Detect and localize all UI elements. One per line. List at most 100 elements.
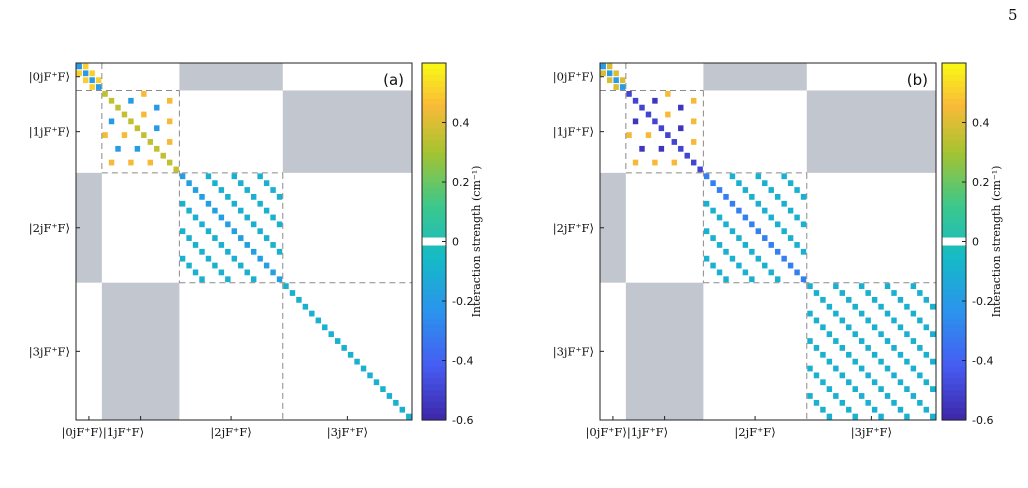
matrix-cell — [690, 139, 697, 145]
matrix-cell — [173, 166, 179, 173]
matrix-cell — [897, 379, 904, 386]
matrix-cell — [658, 145, 665, 152]
matrix-cell — [807, 283, 813, 290]
matrix-cell — [762, 235, 768, 241]
matrix-cell — [147, 139, 154, 145]
matrix-cell — [833, 310, 839, 317]
matrix-cell — [768, 187, 774, 193]
matrix-cell — [833, 338, 839, 344]
matrix-cell — [774, 221, 781, 228]
matrix-cell — [878, 303, 884, 310]
matrix-cell — [774, 248, 781, 255]
colorbar-segment — [422, 259, 446, 266]
matrix-cell — [891, 345, 897, 351]
colorbar-segment — [422, 146, 446, 153]
colorbar-segment — [942, 134, 966, 141]
x-tick-label: |1jF⁺F⟩ — [103, 425, 144, 440]
colorbar-segment — [422, 116, 446, 124]
matrix-cell — [238, 262, 244, 269]
matrix-cell — [212, 235, 218, 241]
matrix-cell — [652, 118, 658, 125]
matrix-cell — [813, 290, 820, 296]
matrix-cell — [205, 200, 212, 207]
matrix-cell — [742, 187, 749, 193]
matrix-cell — [807, 393, 813, 399]
matrix-cell — [787, 207, 794, 214]
matrix-cell — [723, 248, 729, 255]
matrix-cell — [115, 104, 121, 111]
matrix-cell — [257, 200, 263, 207]
matrix-cell — [380, 386, 386, 392]
matrix-cell — [600, 63, 606, 70]
matrix-cell — [238, 180, 244, 187]
matrix-cell — [736, 180, 742, 187]
matrix-cell — [639, 145, 645, 152]
colorbar-segment — [422, 330, 446, 338]
gray-block — [600, 172, 626, 283]
matrix-cell — [613, 77, 619, 84]
matrix-cell — [794, 187, 800, 193]
colorbar-segment — [422, 134, 446, 141]
matrix-cell — [742, 269, 749, 276]
matrix-cell — [865, 345, 871, 351]
matrix-cell — [742, 214, 749, 221]
heatmap-panel-2: |0jF⁺F⟩|0jF⁺F⟩|1jF⁺F⟩|1jF⁺F⟩|2jF⁺F⟩|2jF⁺… — [553, 62, 1003, 440]
colorbar-segment — [942, 122, 966, 130]
colorbar-segment — [942, 378, 966, 385]
matrix-cell — [244, 269, 250, 276]
colorbar-tick-label: -0.4 — [972, 355, 993, 368]
matrix-cell — [179, 200, 186, 207]
matrix-cell — [95, 84, 102, 90]
colorbar-segment — [422, 336, 446, 344]
matrix-cell — [212, 180, 218, 187]
colorbar-segment — [422, 68, 446, 76]
colorbar-segment — [422, 301, 446, 308]
page-number: 5 — [1008, 6, 1018, 24]
gray-block — [76, 172, 102, 283]
colorbar-segment — [422, 229, 446, 237]
matrix-cell — [716, 242, 723, 248]
matrix-cell — [878, 358, 884, 365]
matrix-cell — [710, 180, 716, 187]
matrix-cell — [858, 365, 865, 372]
matrix-cell — [787, 235, 794, 241]
matrix-cell — [186, 207, 192, 214]
matrix-cell — [826, 386, 833, 392]
matrix-cell — [813, 372, 820, 379]
colorbar-segment — [422, 74, 446, 82]
matrix-cell — [839, 345, 846, 351]
colorbar-segment — [942, 253, 966, 260]
matrix-cell — [186, 235, 192, 241]
matrix-cell — [289, 290, 296, 296]
matrix-cell — [645, 111, 652, 118]
colorbar-tick-label: 0.4 — [452, 117, 470, 130]
colorbar-segment — [422, 283, 446, 290]
colorbar-segment — [422, 158, 446, 165]
matrix-cell — [218, 214, 225, 221]
matrix-cell — [690, 159, 697, 166]
matrix-cell — [276, 276, 283, 283]
matrix-cell — [807, 365, 813, 372]
matrix-cell — [276, 221, 283, 228]
colorbar-segment — [942, 301, 966, 308]
colorbar-segment — [422, 205, 446, 213]
matrix-cell — [749, 248, 755, 255]
gray-block — [703, 63, 807, 91]
matrix-cell — [917, 317, 923, 324]
colorbar-segment — [942, 414, 966, 421]
matrix-cell — [891, 399, 897, 406]
matrix-cell — [852, 331, 858, 338]
matrix-cell — [205, 228, 212, 235]
colorbar-segment — [422, 366, 446, 373]
matrix-cell — [794, 242, 800, 248]
colorbar-zero-band — [422, 237, 446, 246]
y-tick-label: |3jF⁺F⟩ — [29, 344, 70, 359]
matrix-cell — [917, 399, 923, 406]
colorbar-segment — [422, 372, 446, 379]
matrix-cell — [166, 139, 173, 145]
matrix-cell — [360, 365, 367, 372]
matrix-cell — [930, 386, 936, 392]
matrix-cell — [406, 413, 412, 420]
colorbar: 0.4 0.2 0 -0.2 -0.4 -0.6 Interaction strength … — [941, 62, 1003, 427]
colorbar-segment — [942, 187, 966, 195]
